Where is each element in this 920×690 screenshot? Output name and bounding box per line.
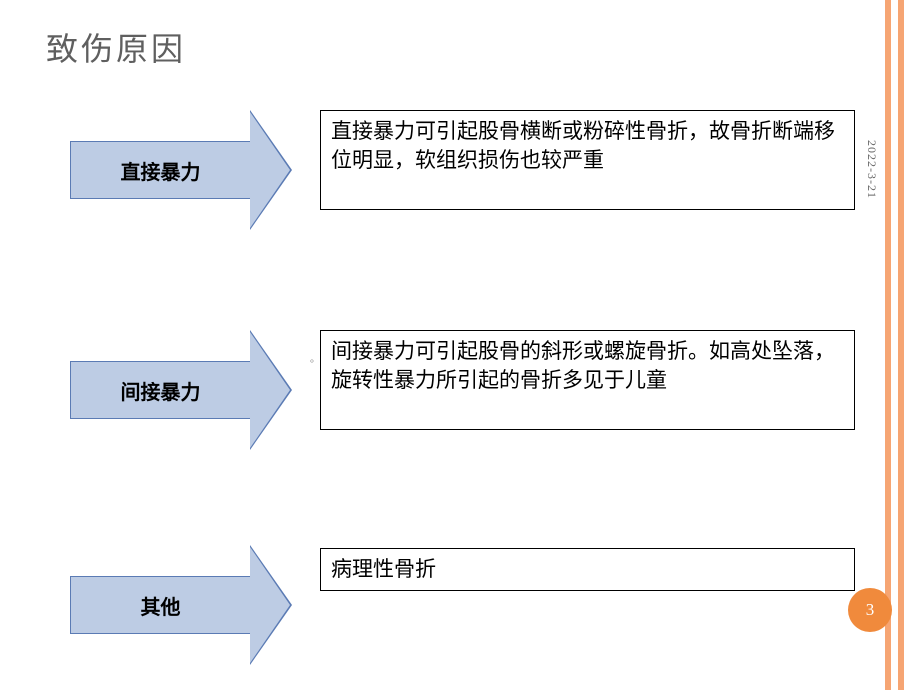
- desc-text-2: 病理性骨折: [331, 555, 436, 584]
- page-number-badge: 3: [848, 588, 892, 632]
- arrow-0: 直接暴力: [70, 141, 250, 199]
- desc-box-2: 病理性骨折: [320, 548, 855, 591]
- date-label: 2022-3-21: [864, 140, 879, 199]
- arrow-label-1: 间接暴力: [121, 376, 201, 405]
- side-stripe-2: [898, 0, 904, 690]
- desc-text-1: 间接暴力可引起股骨的斜形或螺旋骨折。如高处坠落，旋转性暴力所引起的骨折多见于儿童: [331, 337, 844, 396]
- arrow-1: 间接暴力: [70, 361, 250, 419]
- center-dot: 。: [310, 350, 320, 365]
- arrow-label-2: 其他: [141, 591, 181, 620]
- desc-box-0: 直接暴力可引起股骨横断或粉碎性骨折，故骨折断端移位明显，软组织损伤也较严重: [320, 110, 855, 210]
- arrow-head-fill-0: [250, 112, 290, 228]
- desc-text-0: 直接暴力可引起股骨横断或粉碎性骨折，故骨折断端移位明显，软组织损伤也较严重: [331, 117, 844, 176]
- arrow-2: 其他: [70, 576, 250, 634]
- arrow-head-fill-2: [250, 547, 290, 663]
- desc-box-1: 间接暴力可引起股骨的斜形或螺旋骨折。如高处坠落，旋转性暴力所引起的骨折多见于儿童: [320, 330, 855, 430]
- page-title: 致伤原因: [46, 24, 186, 70]
- page-number: 3: [866, 600, 875, 620]
- arrow-head-fill-1: [250, 332, 290, 448]
- arrow-label-0: 直接暴力: [121, 156, 201, 185]
- side-stripe-1: [885, 0, 891, 690]
